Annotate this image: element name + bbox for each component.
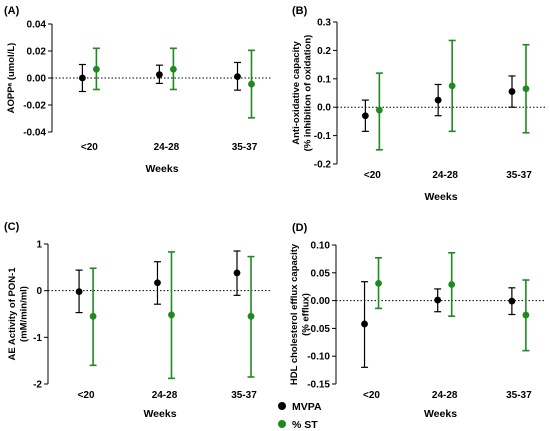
- y-tick-label: -2: [33, 380, 42, 391]
- data-point-st: [522, 85, 530, 93]
- data-point-mvpa: [508, 88, 516, 95]
- y-tick-label: 0.0: [317, 103, 331, 114]
- chart-panel-1: (A) 0.04 0.02 0.00 -0.02 -0.04 <20 24-28 35-37 We…: [4, 5, 272, 175]
- data-point-st: [448, 82, 456, 90]
- data-point-mvpa: [434, 96, 442, 104]
- data-point-st: [375, 106, 383, 114]
- data-point-mvpa: [361, 112, 369, 120]
- panel-label: (B): [292, 5, 308, 17]
- data-point-mvpa: [508, 297, 516, 305]
- data-point-mvpa: [154, 279, 161, 287]
- data-point-mvpa: [75, 288, 83, 295]
- panel-label: (A): [4, 5, 20, 17]
- x-tick-label: <20: [81, 142, 98, 153]
- y-tick-label: 0.1: [317, 74, 331, 85]
- chart-panel-4: (D)0.10 0.05 0.00 -0.05 -0.10 -0.15 <20 24-28 35…: [289, 222, 545, 420]
- x-tick-label: 35-37: [232, 142, 258, 153]
- y-tick-label: -0.04: [23, 128, 46, 139]
- legend-label: MVPA: [292, 401, 322, 413]
- panel-label: (C): [4, 221, 20, 233]
- y-axis-label-line: (mM/min/ml): [18, 286, 29, 342]
- x-tick-label: <20: [78, 390, 95, 401]
- legend-marker: [278, 420, 286, 428]
- y-axis-label: AOPPᵃ (umol/L): [6, 43, 17, 114]
- y-tick-label: 0.10: [311, 241, 331, 252]
- y-axis-label-line: (% inhibition of oxidation): [302, 35, 313, 152]
- data-point-st: [247, 312, 255, 320]
- data-point-st: [448, 281, 456, 288]
- legend-marker: [278, 402, 286, 410]
- y-axis-label-line: HDL cholesterol efflux capacity: [289, 243, 300, 385]
- data-point-mvpa: [233, 269, 241, 277]
- y-tick-label: 0: [36, 286, 42, 297]
- y-axis-label: Anti-oxidative capacity(% inhibition of …: [291, 35, 313, 152]
- data-point-st: [170, 65, 177, 73]
- data-point-mvpa: [434, 296, 442, 304]
- panel-label: (D): [292, 222, 308, 234]
- y-tick-label: -0.02: [23, 101, 46, 112]
- y-tick-label: -0.10: [307, 352, 330, 363]
- x-axis-label: Weeks: [424, 408, 457, 420]
- y-tick-label: 0.04: [27, 20, 47, 31]
- y-axis-label-line: AOPPᵃ (umol/L): [6, 43, 17, 114]
- y-tick-label: -1: [33, 333, 42, 344]
- x-tick-label: 24-28: [432, 170, 458, 181]
- y-tick-label: -0.2: [314, 160, 332, 171]
- x-axis-label: Weeks: [143, 408, 176, 420]
- y-axis-label-line: AE Activity of PON-1: [7, 267, 18, 361]
- chart-panel-3: (C) 1 0 -1 -2 <20 24-28 35-37 Weeks AE Activity o…: [4, 221, 272, 420]
- y-tick-label: -0.1: [314, 131, 332, 142]
- x-tick-label: 24-28: [154, 142, 180, 153]
- data-point-mvpa: [79, 74, 86, 82]
- data-point-st: [93, 65, 100, 73]
- data-point-mvpa: [234, 73, 241, 81]
- y-tick-label: 0.00: [27, 74, 47, 85]
- y-tick-label: 0.05: [311, 268, 331, 279]
- y-tick-label: 0.2: [317, 46, 331, 57]
- legend: MVPA % ST: [278, 401, 322, 431]
- y-tick-label: 0.02: [27, 47, 47, 58]
- y-axis-label-line: Anti-oxidative capacity: [291, 41, 302, 145]
- data-point-mvpa: [361, 320, 368, 328]
- legend-label: % ST: [292, 419, 318, 431]
- x-tick-label: <20: [364, 170, 381, 181]
- y-axis-label-line: (% efflux): [300, 293, 311, 336]
- y-tick-label: 1: [36, 240, 42, 251]
- data-point-st: [248, 80, 255, 88]
- x-tick-label: 35-37: [231, 390, 257, 401]
- y-tick-label: 0.3: [317, 18, 331, 29]
- x-axis-label: Weeks: [145, 163, 178, 175]
- x-tick-label: 24-28: [152, 390, 178, 401]
- x-tick-label: 24-28: [432, 390, 458, 401]
- y-tick-label: 0.00: [311, 296, 331, 307]
- data-point-st: [375, 279, 382, 287]
- y-axis-label: AE Activity of PON-1(mM/min/ml): [7, 267, 29, 361]
- x-axis-label: Weeks: [424, 191, 457, 203]
- x-tick-label: 35-37: [506, 390, 532, 401]
- chart-panel-2: (B) 0.3 0.2 0.1 0.0 -0.1 -0.2 <20 24-28 35-37 Week…: [291, 5, 545, 203]
- x-tick-label: 35-37: [506, 170, 532, 181]
- x-tick-label: <20: [363, 390, 380, 401]
- data-point-st: [522, 311, 530, 319]
- y-axis-label: HDL cholesterol efflux capacity(% efflux…: [289, 243, 311, 385]
- data-point-st: [168, 311, 175, 319]
- data-point-st: [89, 312, 97, 320]
- y-tick-label: -0.15: [307, 380, 330, 391]
- y-tick-label: -0.05: [307, 324, 330, 335]
- data-point-mvpa: [156, 71, 163, 79]
